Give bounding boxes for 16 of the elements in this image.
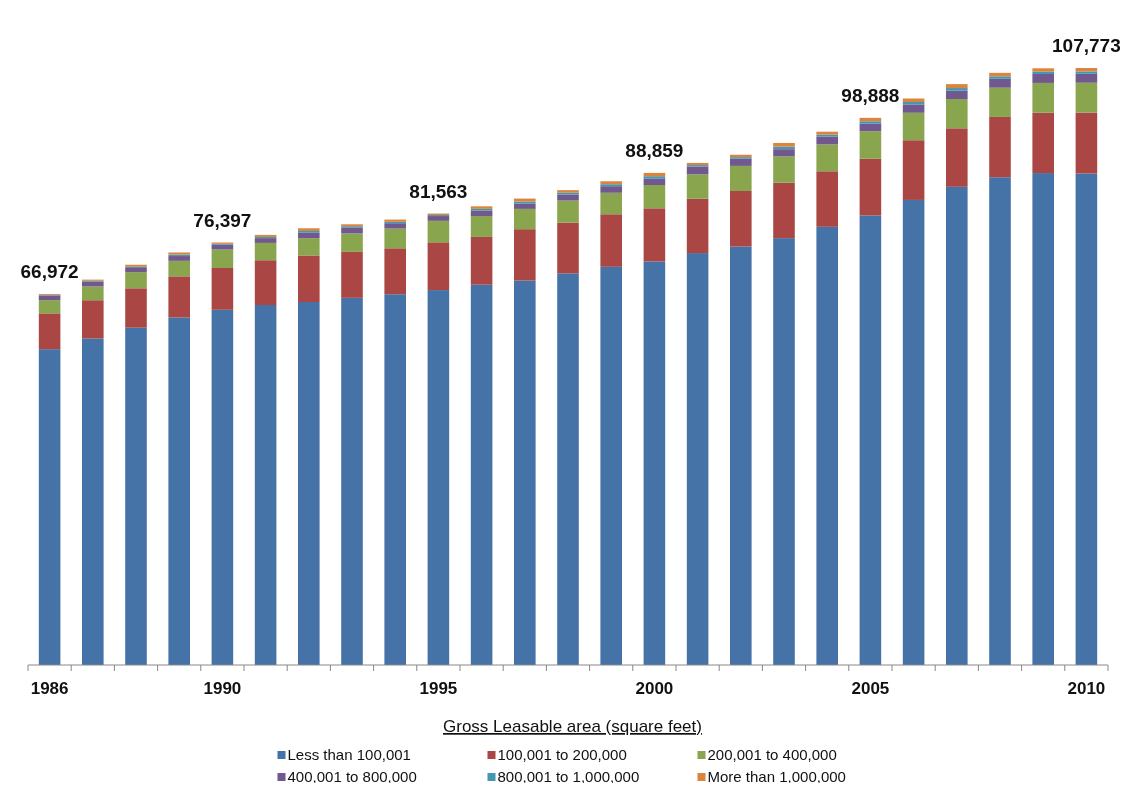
annotation: 88,859 — [625, 139, 684, 161]
x-tick-label: 2005 — [851, 679, 890, 698]
annotation: 81,563 — [409, 180, 468, 202]
annotation: 98,888 — [841, 84, 900, 106]
annotation: 66,972 — [20, 260, 79, 282]
legend-label: 100,001 to 200,000 — [497, 746, 627, 763]
legend-label: Less than 100,001 — [287, 746, 411, 763]
x-tick-label: 2000 — [635, 679, 674, 698]
annotation: 107,773 — [1052, 35, 1121, 56]
x-tick-label: 2010 — [1067, 679, 1106, 698]
annotation: 76,397 — [193, 209, 252, 231]
x-tick-label: 1995 — [419, 679, 458, 698]
legend-label: 200,001 to 400,000 — [707, 746, 837, 763]
legend-title: Gross Leasable area (square feet) — [443, 717, 702, 736]
x-tick-label: 1990 — [203, 679, 242, 698]
x-tick-label: 1986 — [30, 679, 69, 698]
